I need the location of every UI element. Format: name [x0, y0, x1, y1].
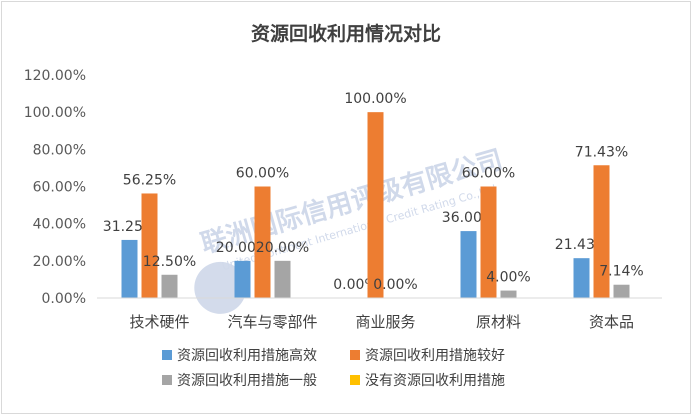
- bar: [460, 231, 477, 298]
- y-tick-label: 80.00%: [33, 142, 86, 158]
- legend-swatch: [350, 375, 360, 385]
- bar-data-label: 7.14%: [599, 264, 643, 280]
- y-tick-label: 40.00%: [33, 217, 86, 233]
- bar: [121, 239, 138, 298]
- bar-data-label: 0.00%: [373, 277, 417, 293]
- chart-svg: 资源回收利用情况对比 联洲国际信用评级有限公司 United Continent…: [24, 22, 662, 389]
- bar-data-label: 20.00%: [256, 240, 309, 256]
- bar: [254, 186, 271, 298]
- x-axis: 技术硬件 汽车与零部件 商业服务 原材料 资本品: [97, 297, 662, 331]
- chart-title: 资源回收利用情况对比: [251, 22, 441, 45]
- x-tick-label: 商业服务: [355, 313, 415, 331]
- legend-label: 资源回收利用措施较好: [365, 348, 505, 364]
- bar: [573, 258, 590, 298]
- bar: [593, 165, 610, 298]
- watermark-globe-icon: [194, 261, 247, 314]
- bar-data-label: 0.00%: [333, 277, 377, 293]
- x-tick-label: 资本品: [589, 313, 634, 331]
- bar: [613, 284, 630, 298]
- bar: [500, 290, 517, 298]
- bar-data-label: 71.43%: [575, 144, 628, 160]
- y-tick-label: 0.00%: [42, 291, 86, 307]
- y-tick-label: 20.00%: [33, 254, 86, 270]
- chart-frame: 资源回收利用情况对比 联洲国际信用评级有限公司 United Continent…: [1, 1, 691, 414]
- bar-data-label: 4.00%: [486, 270, 530, 286]
- x-tick-label: 原材料: [476, 313, 521, 331]
- bar-data-label: 12.50%: [143, 254, 196, 270]
- legend-label: 资源回收利用措施高效: [177, 347, 317, 364]
- legend-swatch: [162, 375, 172, 385]
- bar: [234, 260, 251, 298]
- bar: [274, 260, 291, 298]
- y-axis: 0.00% 20.00% 40.00% 60.00% 80.00% 100.00% 120.…: [24, 68, 86, 307]
- legend-swatch: [162, 350, 172, 360]
- y-tick-label: 120.00%: [24, 68, 86, 84]
- y-tick-label: 60.00%: [33, 180, 86, 196]
- bar: [161, 274, 178, 298]
- bar: [141, 193, 158, 298]
- bar-data-label: 60.00%: [462, 166, 515, 182]
- bar-data-label: 60.00%: [236, 166, 289, 182]
- x-tick-label: 汽车与零部件: [227, 313, 317, 331]
- y-tick-label: 100.00%: [24, 105, 86, 121]
- bar: [480, 186, 497, 298]
- legend-swatch: [350, 350, 360, 360]
- bar-data-label: 100.00%: [344, 91, 406, 107]
- bar: [367, 112, 384, 299]
- x-tick-label: 技术硬件: [129, 313, 189, 331]
- bars: 31.25%56.25%12.50%20.00%60.00%20.00%0.00…: [103, 91, 644, 299]
- legend-label: 没有资源回收利用措施: [365, 373, 505, 389]
- bar-data-label: 56.25%: [123, 172, 176, 188]
- legend-label: 资源回收利用措施一般: [177, 373, 317, 389]
